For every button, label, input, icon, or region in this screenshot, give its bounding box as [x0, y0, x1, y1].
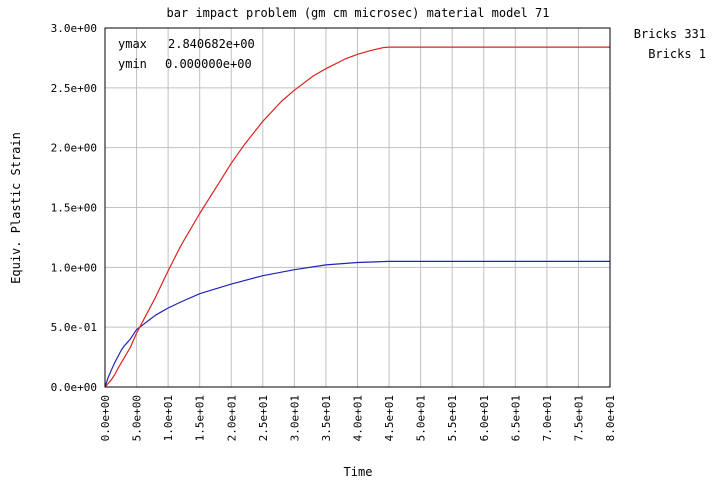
x-tick-label: 2.5e+01 [257, 395, 270, 441]
x-axis-label: Time [344, 465, 373, 479]
stat-ymax-value: 2.840682e+00 [168, 37, 255, 51]
series-line-bricks-331 [104, 260, 610, 388]
y-tick-label: 2.0e+00 [51, 142, 97, 155]
stat-ymin-value: 0.000000e+00 [165, 57, 252, 71]
x-tick-label: 7.5e+01 [572, 395, 585, 441]
tick-labels: 0.0e+00 5.0e+00 1.0e+01 1.5e+01 2.0e+01 2.5e+… [51, 22, 617, 441]
x-tick-label: 1.5e+01 [194, 395, 207, 441]
plot-frame [104, 27, 611, 388]
x-tick-label: 5.0e+01 [415, 395, 428, 441]
y-tick-label: 1.0e+00 [51, 261, 97, 274]
x-tick-label: 2.0e+01 [225, 395, 238, 441]
x-tick-label: 6.5e+01 [509, 395, 522, 441]
y-tick-label: 1.5e+00 [51, 202, 97, 215]
stat-ymax-label: ymax [118, 37, 147, 51]
stats-box: ymax 2.840682e+00 ymin 0.000000e+00 [118, 37, 255, 71]
x-tick-label: 3.0e+01 [288, 395, 301, 441]
x-tick-label: 4.5e+01 [383, 395, 396, 441]
x-tick-label: 5.5e+01 [446, 395, 459, 441]
grid-lines [104, 27, 611, 388]
x-tick-label: 1.0e+01 [162, 395, 175, 441]
x-tick-label: 4.0e+01 [352, 395, 365, 441]
y-tick-label: 5.0e-01 [51, 321, 97, 334]
x-tick-label: 7.0e+01 [541, 395, 554, 441]
x-tick-label: 5.0e+00 [131, 395, 144, 441]
x-tick-label: 0.0e+00 [99, 395, 112, 441]
stat-ymin-label: ymin [118, 57, 147, 71]
y-tick-label: 3.0e+00 [51, 22, 97, 35]
legend-entry-bricks-1: Bricks 1 [648, 47, 706, 61]
x-tick-label: 6.0e+01 [478, 395, 491, 441]
series-line-bricks-1 [104, 46, 610, 388]
chart-title: bar impact problem (gm cm microsec) mate… [167, 6, 550, 20]
y-axis-label: Equiv. Plastic Strain [9, 132, 23, 284]
legend: Bricks 331 Bricks 1 [634, 27, 706, 61]
y-tick-label: 2.5e+00 [51, 82, 97, 95]
x-tick-label: 8.0e+01 [604, 395, 617, 441]
y-tick-label: 0.0e+00 [51, 381, 97, 394]
series-lines [104, 46, 610, 388]
x-tick-label: 3.5e+01 [320, 395, 333, 441]
legend-entry-bricks-331: Bricks 331 [634, 27, 706, 41]
